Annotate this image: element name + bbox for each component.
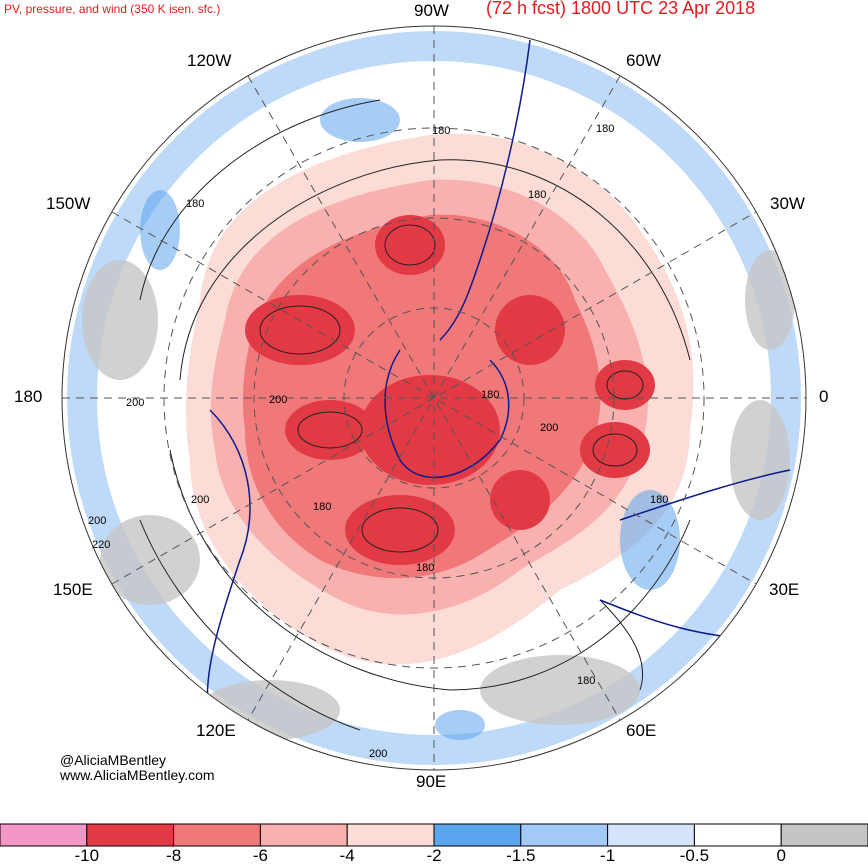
contour-label: 180 xyxy=(416,562,434,574)
lon-label-120w: 120W xyxy=(187,51,232,70)
colorbar-bin xyxy=(173,823,261,847)
credit-handle: @AliciaMBentley xyxy=(60,752,167,768)
polar-stereographic-map: 180 180 180 180 200 200 200 200 180 200 … xyxy=(61,25,807,771)
lon-label-180: 180 xyxy=(14,387,43,406)
colorbar-tick-label: -2 xyxy=(426,846,442,865)
contour-label: 180 xyxy=(481,389,499,401)
lon-label-60w: 60W xyxy=(626,51,661,70)
contour-value-labels: 180 180 180 180 200 200 200 200 180 200 … xyxy=(88,123,668,760)
lon-label-90e: 90E xyxy=(416,772,447,791)
colorbar-tick-label: 0 xyxy=(776,846,786,865)
lon-label-150w: 150W xyxy=(46,194,91,213)
lon-label-30w: 30W xyxy=(770,194,805,213)
colorbar-bin xyxy=(780,823,868,847)
forecast-time-title: (72 h fcst) 1800 UTC 23 Apr 2018 xyxy=(486,0,756,18)
colorbar-bin xyxy=(86,823,175,847)
contour-label: 200 xyxy=(88,515,106,527)
contour-label: 180 xyxy=(528,189,546,201)
colorbar-tick-label: -8 xyxy=(166,846,182,865)
contour-label: 180 xyxy=(313,501,331,513)
contour-label: 180 xyxy=(577,675,595,687)
pv-cores xyxy=(245,215,655,565)
contour-label: 200 xyxy=(369,748,387,760)
lon-label-30e: 30E xyxy=(769,580,800,599)
colorbar-bin xyxy=(607,823,695,847)
colorbar-tick-label: -1.5 xyxy=(506,846,536,865)
colorbar-tick-label: -0.5 xyxy=(679,846,710,865)
colorbar xyxy=(0,823,868,847)
graticule xyxy=(61,25,807,771)
lon-label-90w: 90W xyxy=(414,1,449,20)
contour-label: 180 xyxy=(186,198,204,210)
lon-label-60e: 60E xyxy=(626,721,657,740)
pressure-contours xyxy=(139,99,691,731)
colorbar-bin xyxy=(433,823,522,847)
lon-label-0: 0 xyxy=(819,387,829,406)
colorbar-tick-label: -4 xyxy=(339,846,355,865)
lon-label-150e: 150E xyxy=(53,580,93,599)
lon-label-120e: 120E xyxy=(196,721,236,740)
colorbar-tick-label: -1 xyxy=(600,846,616,865)
colorbar-bin xyxy=(346,823,435,847)
colorbar-bin xyxy=(693,823,782,847)
colorbar-tick-label: -10 xyxy=(74,846,100,865)
contour-label: 180 xyxy=(432,125,450,137)
colorbar-bin xyxy=(259,823,348,847)
contour-label: 220 xyxy=(92,539,110,551)
credit-website: www.AliciaMBentley.com xyxy=(60,767,215,783)
contour-label: 200 xyxy=(269,394,287,406)
colorbar-bin xyxy=(0,823,88,847)
contour-label: 180 xyxy=(596,123,614,135)
contour-label: 200 xyxy=(540,422,558,434)
contour-label: 180 xyxy=(650,494,668,506)
gray-pv-patches xyxy=(82,250,795,740)
contour-label: 200 xyxy=(126,397,144,409)
contour-label: 200 xyxy=(191,494,209,506)
colorbar-tick-label: -6 xyxy=(252,846,268,865)
map-title: PV, pressure, and wind (350 K isen. sfc.… xyxy=(4,2,221,16)
colorbar-bin xyxy=(520,823,609,847)
